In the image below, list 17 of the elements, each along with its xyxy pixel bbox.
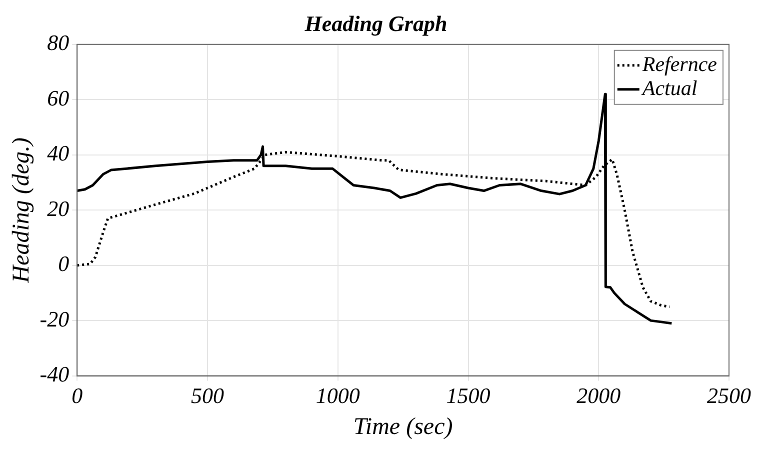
x-tick-label: 1000 (316, 382, 360, 408)
x-tick-label: 2500 (707, 382, 751, 408)
y-tick-label: -40 (40, 362, 70, 387)
y-tick-label: -20 (40, 306, 70, 332)
legend-label: Refernce (641, 52, 718, 76)
x-tick-label: 1500 (446, 382, 490, 408)
y-tick-label: 40 (47, 140, 70, 166)
x-tick-label: 2000 (576, 382, 621, 408)
y-tick-label: 0 (58, 251, 70, 276)
legend-label: Actual (640, 76, 698, 100)
y-tick-label: 20 (47, 196, 70, 221)
y-tick-label: 60 (47, 85, 70, 110)
y-axis-title: Heading (deg.) (8, 137, 35, 284)
x-tick-label: 500 (191, 382, 224, 408)
x-axis-title: Time (sec) (353, 414, 453, 440)
chart-title: Heading Graph (304, 10, 448, 36)
y-tick-label: 80 (47, 30, 70, 56)
